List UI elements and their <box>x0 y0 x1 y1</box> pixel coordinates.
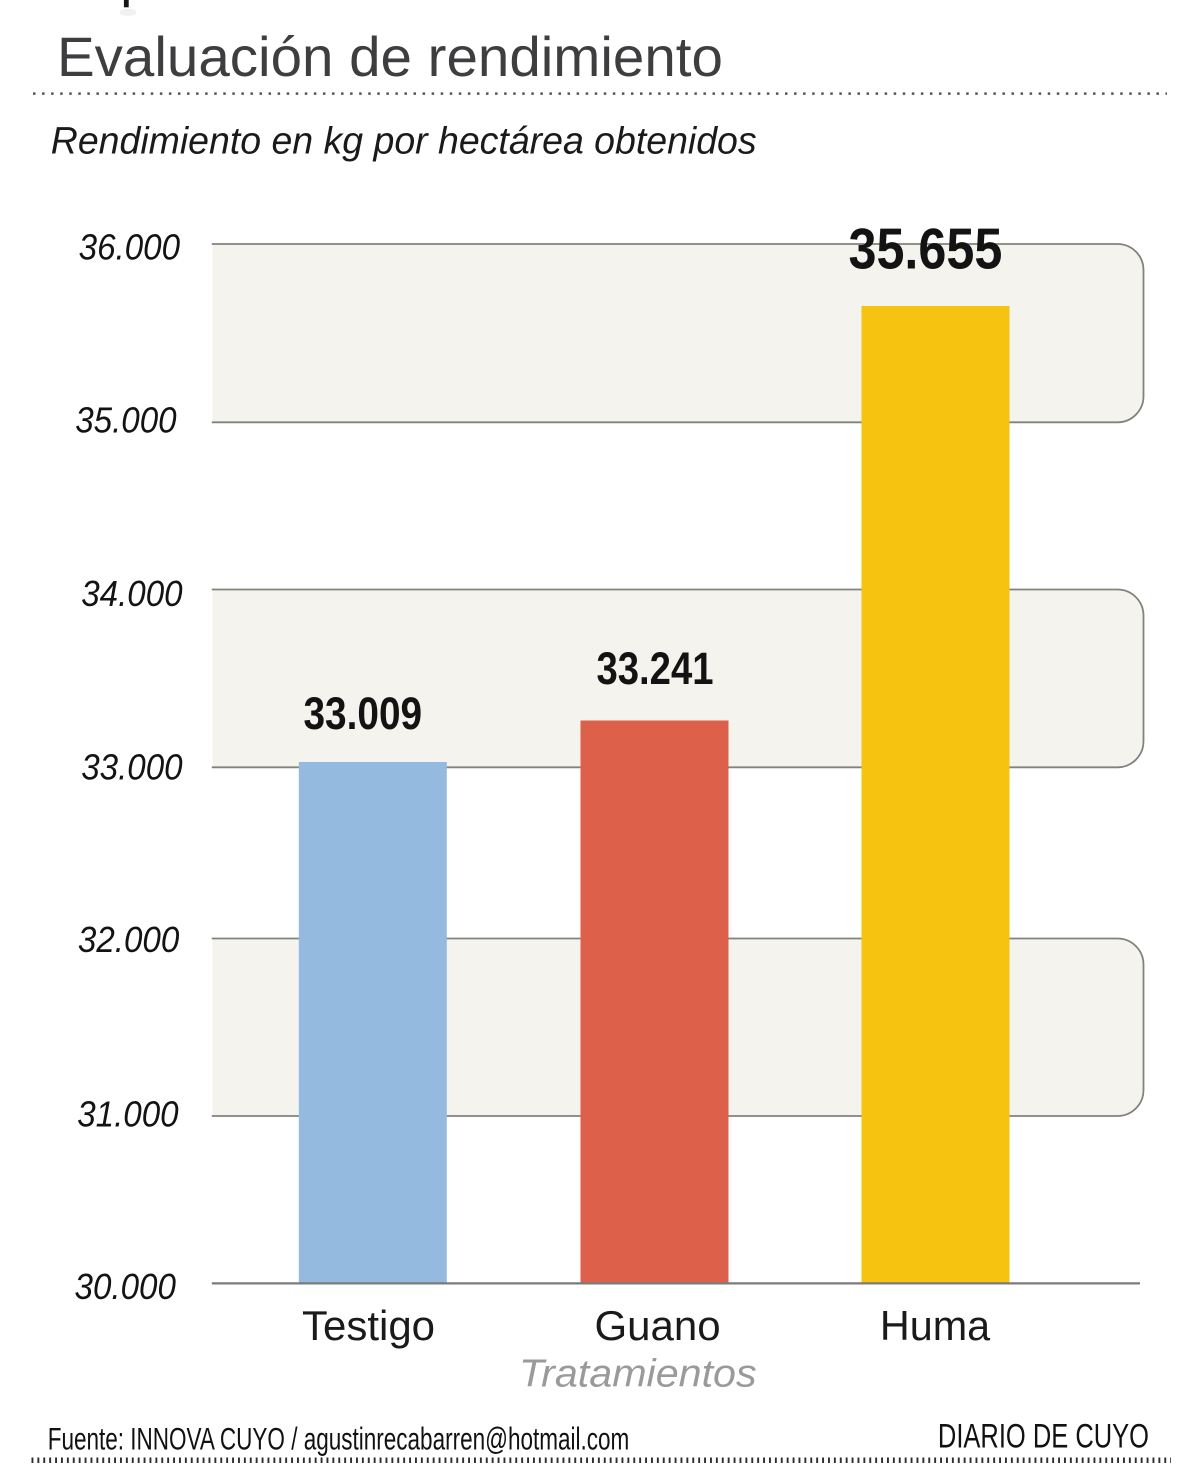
svg-text:33.009: 33.009 <box>303 688 422 738</box>
svg-text:36.000: 36.000 <box>79 227 181 268</box>
svg-text:Testigo: Testigo <box>302 1302 435 1349</box>
svg-text:30.000: 30.000 <box>75 1267 177 1308</box>
svg-text:31.000: 31.000 <box>77 1094 179 1135</box>
svg-text:Tratamientos: Tratamientos <box>519 1352 757 1396</box>
svg-text:Rendimiento en kg por hectárea: Rendimiento en kg por hectárea obtenidos <box>51 119 757 161</box>
svg-text:33.000: 33.000 <box>81 747 183 788</box>
svg-text:34.000: 34.000 <box>81 573 183 614</box>
svg-text:32.000: 32.000 <box>78 920 180 961</box>
svg-text:35.000: 35.000 <box>75 400 177 441</box>
svg-text:35.655: 35.655 <box>848 218 1002 282</box>
svg-text:33.241: 33.241 <box>597 643 714 694</box>
svg-text:Guano: Guano <box>594 1302 720 1349</box>
svg-text:Huma: Huma <box>880 1302 991 1349</box>
svg-text:Fuente: INNOVA CUYO / agustinr: Fuente: INNOVA CUYO / agustinrecabarren@… <box>48 1421 630 1457</box>
svg-text:Evaluación de rendimiento: Evaluación de rendimiento <box>57 25 723 88</box>
svg-text:DIARIO DE CUYO: DIARIO DE CUYO <box>938 1418 1149 1455</box>
